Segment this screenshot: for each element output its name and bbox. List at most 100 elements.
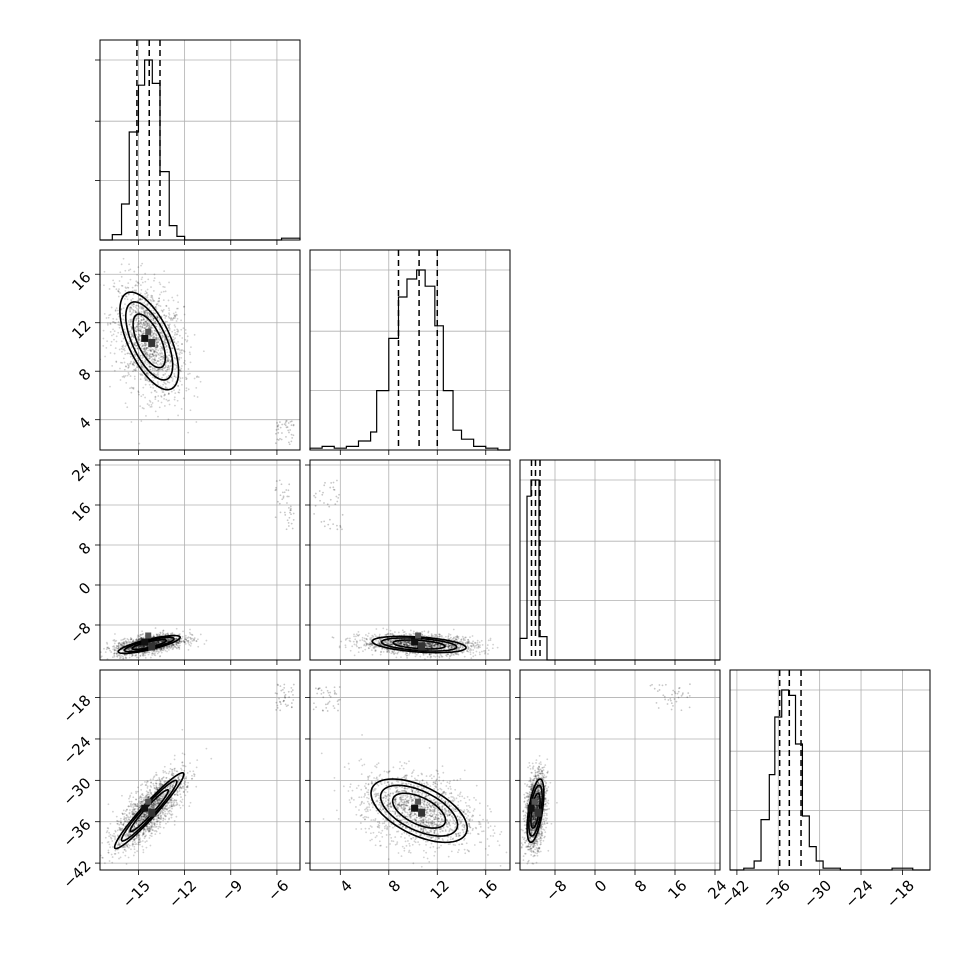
sample-point: [129, 320, 132, 323]
sample-point: [385, 634, 388, 637]
sample-point: [152, 634, 155, 637]
outlier-point: [279, 421, 281, 423]
sample-point: [134, 311, 137, 314]
sample-point: [457, 646, 460, 649]
sample-point: [163, 381, 165, 384]
sample-point: [164, 341, 167, 344]
sample-point: [127, 641, 130, 644]
sample-point: [154, 368, 157, 371]
sample-point: [141, 276, 144, 279]
sample-point: [474, 642, 477, 644]
sample-point: [492, 661, 494, 663]
sample-point: [122, 655, 124, 658]
sample-point: [170, 390, 173, 393]
sample-point: [403, 630, 406, 633]
sample-point: [184, 638, 187, 641]
sample-point: [166, 336, 169, 339]
sample-point: [406, 642, 409, 644]
sample-point: [406, 656, 409, 659]
sample-point: [160, 648, 163, 650]
sample-point: [140, 319, 143, 322]
sample-point: [141, 345, 143, 348]
sample-point: [185, 376, 187, 379]
outlier-point: [289, 509, 292, 512]
sample-point: [166, 320, 168, 323]
sample-point: [140, 305, 142, 308]
sample-point: [130, 300, 133, 302]
sample-point: [473, 645, 476, 648]
sample-point: [120, 308, 123, 311]
sample-point: [130, 641, 133, 644]
sample-point: [124, 654, 126, 656]
sample-point: [144, 362, 147, 364]
sample-point: [165, 314, 168, 317]
sample-point: [184, 360, 186, 362]
sample-point: [387, 633, 389, 636]
sample-point: [387, 649, 390, 652]
sample-point: [439, 644, 442, 646]
sample-point: [110, 334, 113, 337]
sample-point: [184, 328, 187, 331]
sample-point: [126, 362, 129, 365]
sample-point: [405, 644, 408, 646]
sample-point: [135, 366, 138, 369]
sample-point: [134, 284, 137, 286]
sample-point: [141, 281, 144, 284]
sample-point: [147, 298, 150, 301]
sample-point: [150, 391, 153, 394]
sample-point: [146, 295, 148, 297]
sample-point: [150, 327, 153, 329]
sample-point: [141, 325, 144, 328]
sample-point: [424, 642, 427, 645]
sample-point: [375, 649, 377, 652]
sample-point: [124, 286, 127, 289]
sample-point: [431, 642, 434, 645]
sample-point: [140, 364, 143, 367]
sample-point: [137, 281, 139, 284]
sample-point: [111, 645, 114, 648]
sample-point: [161, 346, 164, 349]
histogram-2: [519, 479, 720, 661]
sample-point: [407, 645, 410, 647]
sample-point: [133, 369, 136, 372]
sample-point: [162, 647, 164, 650]
sample-point: [153, 273, 156, 276]
sample-point: [159, 332, 162, 334]
sample-point: [156, 650, 159, 653]
sample-point: [199, 633, 202, 636]
sample-point: [150, 326, 153, 328]
sample-point: [149, 401, 152, 403]
sample-point: [362, 650, 364, 653]
sample-point: [150, 405, 153, 408]
sample-point: [406, 641, 409, 643]
sample-point: [358, 633, 361, 636]
sample-point: [142, 332, 145, 334]
sample-point: [449, 652, 452, 655]
sample-point: [155, 650, 157, 653]
sample-point: [169, 340, 172, 343]
sample-point: [374, 650, 377, 653]
sample-point: [357, 651, 360, 654]
sample-point: [144, 304, 147, 306]
sample-point: [366, 638, 368, 641]
sample-point: [142, 307, 145, 309]
sample-point: [399, 641, 402, 644]
sample-point: [370, 638, 373, 641]
sample-point: [143, 351, 146, 353]
sample-point: [147, 651, 150, 654]
sample-point: [455, 653, 458, 656]
sample-point: [179, 640, 182, 643]
sample-point: [170, 647, 172, 649]
sample-point: [168, 329, 171, 332]
outlier-point: [285, 420, 288, 422]
sample-point: [145, 352, 148, 354]
sample-point: [132, 386, 135, 389]
sample-point: [164, 341, 166, 344]
sample-point: [407, 644, 409, 647]
sample-point: [177, 414, 180, 417]
sample-point: [120, 308, 123, 310]
sample-point: [144, 656, 147, 659]
sample-point: [187, 639, 189, 642]
sample-point: [450, 646, 453, 649]
sample-point: [105, 317, 108, 319]
